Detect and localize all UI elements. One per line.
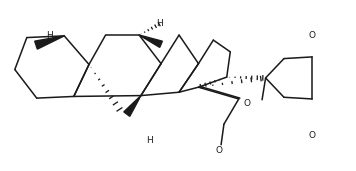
Text: H: H <box>46 31 52 40</box>
Text: H: H <box>156 19 163 28</box>
Text: O: O <box>308 131 315 140</box>
Text: O: O <box>244 99 250 108</box>
Text: O: O <box>308 31 315 40</box>
Polygon shape <box>139 35 162 47</box>
Text: O: O <box>215 146 222 155</box>
Polygon shape <box>124 96 141 116</box>
Text: H: H <box>146 136 152 145</box>
Polygon shape <box>35 36 64 49</box>
